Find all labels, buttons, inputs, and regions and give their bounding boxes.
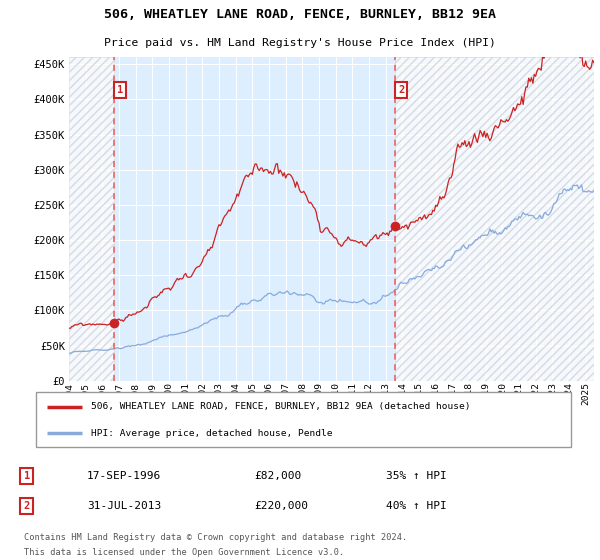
Text: Price paid vs. HM Land Registry's House Price Index (HPI): Price paid vs. HM Land Registry's House … xyxy=(104,38,496,48)
FancyBboxPatch shape xyxy=(35,392,571,447)
Text: 1: 1 xyxy=(23,471,30,481)
Text: 2: 2 xyxy=(23,501,30,511)
Bar xyxy=(395,57,594,381)
Text: HPI: Average price, detached house, Pendle: HPI: Average price, detached house, Pend… xyxy=(91,429,332,438)
Text: This data is licensed under the Open Government Licence v3.0.: This data is licensed under the Open Gov… xyxy=(23,548,344,557)
Bar xyxy=(69,57,114,381)
Text: 2: 2 xyxy=(398,85,404,95)
Text: Contains HM Land Registry data © Crown copyright and database right 2024.: Contains HM Land Registry data © Crown c… xyxy=(23,533,407,542)
Text: 506, WHEATLEY LANE ROAD, FENCE, BURNLEY, BB12 9EA (detached house): 506, WHEATLEY LANE ROAD, FENCE, BURNLEY,… xyxy=(91,403,470,412)
Text: 35% ↑ HPI: 35% ↑ HPI xyxy=(386,471,447,481)
Text: 40% ↑ HPI: 40% ↑ HPI xyxy=(386,501,447,511)
Text: 31-JUL-2013: 31-JUL-2013 xyxy=(87,501,161,511)
Text: £220,000: £220,000 xyxy=(254,501,308,511)
Text: 506, WHEATLEY LANE ROAD, FENCE, BURNLEY, BB12 9EA: 506, WHEATLEY LANE ROAD, FENCE, BURNLEY,… xyxy=(104,8,496,21)
Text: £82,000: £82,000 xyxy=(254,471,301,481)
Text: 1: 1 xyxy=(116,85,123,95)
Text: 17-SEP-1996: 17-SEP-1996 xyxy=(87,471,161,481)
